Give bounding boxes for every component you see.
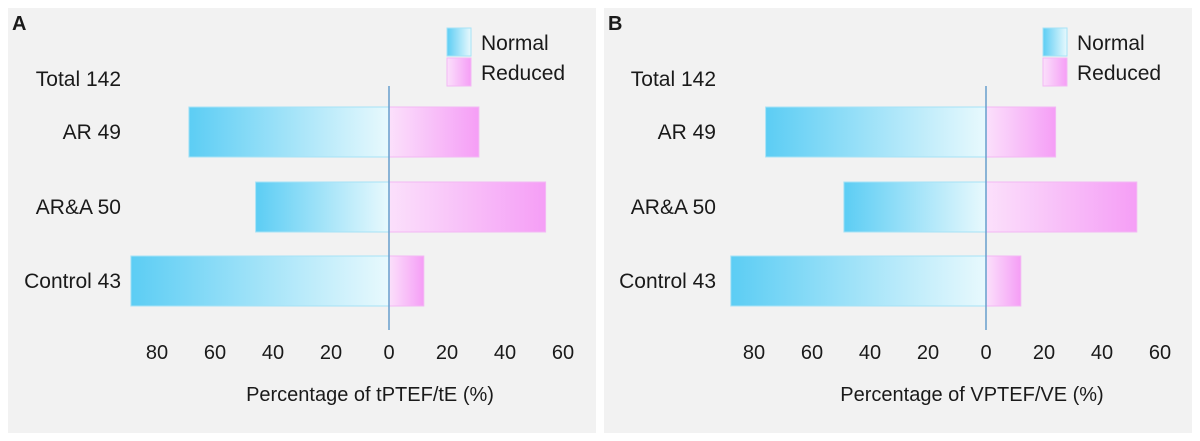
bar-reduced	[985, 181, 1138, 233]
category-label: Control 43	[24, 270, 121, 293]
x-tick-label: 20	[917, 342, 939, 364]
legend-swatch-reduced	[446, 57, 472, 87]
x-tick-label: 20	[320, 342, 342, 364]
x-tick-label: 60	[552, 342, 574, 364]
bar-reduced	[388, 181, 547, 233]
panel-letter: A	[12, 13, 26, 35]
legend-label-reduced: Reduced	[1077, 62, 1161, 85]
x-axis-title: Percentage of tPTEF/tE (%)	[246, 384, 494, 406]
x-tick-label: 0	[980, 342, 991, 364]
legend-label-normal: Normal	[481, 32, 549, 55]
x-tick-label: 20	[1033, 342, 1055, 364]
category-label: AR&A 50	[631, 196, 716, 219]
bar-reduced	[985, 255, 1022, 307]
bar-normal	[188, 106, 390, 158]
panel-letter: B	[608, 13, 622, 35]
legend-label-reduced: Reduced	[481, 62, 565, 85]
bar-normal	[255, 181, 390, 233]
x-tick-label: 40	[262, 342, 284, 364]
x-tick-label: 40	[859, 342, 881, 364]
bar-normal	[765, 106, 987, 158]
x-tick-label: 80	[743, 342, 765, 364]
category-label: Control 43	[619, 270, 716, 293]
x-tick-label: 0	[383, 342, 394, 364]
x-tick-label: 60	[204, 342, 226, 364]
category-label: AR&A 50	[36, 196, 121, 219]
legend-swatch-reduced	[1042, 57, 1068, 87]
bar-reduced	[985, 106, 1057, 158]
bar-normal	[130, 255, 390, 307]
x-tick-label: 20	[436, 342, 458, 364]
panel-b: B Total 142 AR 49 AR&A 50 Control 43 80 60 40 20…	[604, 8, 1192, 433]
category-label: AR 49	[63, 121, 121, 144]
bar-normal	[843, 181, 987, 233]
bar-reduced	[388, 255, 425, 307]
x-tick-label: 60	[801, 342, 823, 364]
category-label: AR 49	[658, 121, 716, 144]
legend-swatch-normal	[446, 27, 472, 57]
x-axis-title: Percentage of VPTEF/VE (%)	[840, 384, 1103, 406]
x-tick-label: 40	[1091, 342, 1113, 364]
total-label: Total 142	[631, 68, 716, 91]
bar-normal	[730, 255, 987, 307]
x-tick-label: 40	[494, 342, 516, 364]
total-label: Total 142	[36, 68, 121, 91]
panel-a: A Total 142 AR 49 AR&A 50 Control 43 80 60 40 20…	[8, 8, 596, 433]
x-tick-label: 80	[146, 342, 168, 364]
legend-label-normal: Normal	[1077, 32, 1145, 55]
x-tick-label: 60	[1149, 342, 1171, 364]
bar-reduced	[388, 106, 480, 158]
legend-swatch-normal	[1042, 27, 1068, 57]
